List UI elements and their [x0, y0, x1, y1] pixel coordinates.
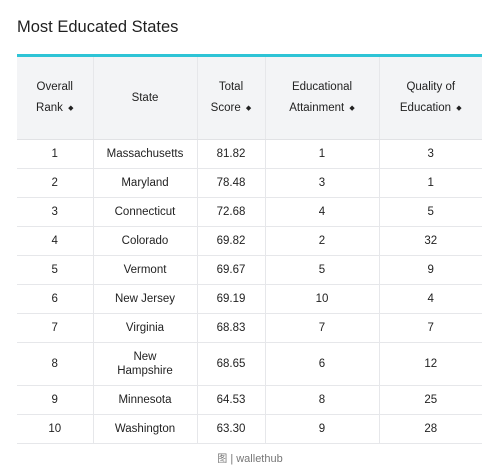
quality-cell: 7	[378, 313, 482, 343]
quality-cell: 5	[378, 197, 482, 227]
rank-cell: 2	[17, 168, 93, 198]
attainment-cell: 9	[264, 414, 379, 444]
column-header-overall-rank[interactable]: Overall Rank ◆	[17, 57, 93, 140]
rank-cell: 1	[17, 139, 93, 169]
state-cell: Maryland	[92, 168, 197, 198]
attainment-cell: 5	[264, 255, 379, 285]
rank-cell: 3	[17, 197, 93, 227]
table-row: 6 New Jersey 69.19 10 4	[17, 284, 482, 314]
quality-cell: 9	[378, 255, 482, 285]
page-title: Most Educated States	[17, 18, 179, 36]
table-row: 2 Maryland 78.48 3 1	[17, 168, 482, 198]
rankings-table-container: Overall Rank ◆ State Total Score ◆ Educa…	[17, 54, 482, 444]
total-score-cell: 78.48	[196, 168, 265, 198]
attainment-cell: 10	[264, 284, 379, 314]
sort-icon[interactable]: ◆	[349, 105, 355, 112]
rank-cell: 7	[17, 313, 93, 343]
total-score-cell: 69.67	[196, 255, 265, 285]
sort-icon[interactable]: ◆	[456, 105, 462, 112]
column-header-educational-attainment[interactable]: Educational Attainment ◆	[264, 57, 379, 140]
total-score-cell: 64.53	[196, 385, 265, 415]
header-line-2: Attainment	[289, 102, 345, 114]
total-score-cell: 69.19	[196, 284, 265, 314]
state-cell: Massachusetts	[92, 139, 197, 169]
rank-cell: 10	[17, 414, 93, 444]
header-line-1: Overall	[36, 81, 73, 93]
rank-cell: 6	[17, 284, 93, 314]
total-score-cell: 63.30	[196, 414, 265, 444]
credit-text: | wallethub	[230, 453, 283, 465]
table-body: 1 Massachusetts 81.82 1 3 2 Maryland 78.48 3 1 3 Co…	[17, 139, 482, 444]
quality-cell: 28	[378, 414, 482, 444]
attainment-cell: 7	[264, 313, 379, 343]
table-row: 7 Virginia 68.83 7 7	[17, 313, 482, 343]
header-line-1: Educational	[291, 81, 353, 93]
table-row: 3 Connecticut 72.68 4 5	[17, 197, 482, 227]
sort-icon[interactable]: ◆	[68, 105, 74, 112]
state-cell: Vermont	[92, 255, 197, 285]
total-score-cell: 68.83	[196, 313, 265, 343]
image-credit: 图 | wallethub	[0, 450, 500, 465]
state-cell: Virginia	[92, 313, 197, 343]
header-line-2: Rank	[36, 102, 63, 114]
total-score-cell: 72.68	[196, 197, 265, 227]
state-cell: Minnesota	[92, 385, 197, 415]
attainment-cell: 6	[264, 342, 379, 386]
attainment-cell: 4	[264, 197, 379, 227]
quality-cell: 12	[378, 342, 482, 386]
column-header-total-score[interactable]: Total Score ◆	[196, 57, 265, 140]
header-line-1: Quality of	[406, 81, 456, 93]
attainment-cell: 3	[264, 168, 379, 198]
sort-icon[interactable]: ◆	[245, 105, 252, 112]
header-line-1: Total	[218, 81, 244, 93]
attainment-cell: 8	[264, 385, 379, 415]
table-row: 4 Colorado 69.82 2 32	[17, 226, 482, 256]
column-header-quality-of-education[interactable]: Quality of Education ◆	[378, 57, 482, 140]
rank-cell: 8	[17, 342, 93, 386]
table-row: 5 Vermont 69.67 5 9	[17, 255, 482, 285]
total-score-cell: 81.82	[196, 139, 265, 169]
state-cell: New Jersey	[92, 284, 197, 314]
quality-cell: 4	[378, 284, 482, 314]
image-icon: 图	[217, 454, 228, 465]
state-cell: Colorado	[92, 226, 197, 256]
state-cell: Washington	[92, 414, 197, 444]
attainment-cell: 1	[264, 139, 379, 169]
table-row: 1 Massachusetts 81.82 1 3	[17, 139, 482, 169]
header-line-2: Score	[210, 102, 241, 114]
table-row: 10 Washington 63.30 9 28	[17, 414, 482, 444]
state-cell: New Hampshire	[92, 342, 197, 386]
table-header-row: Overall Rank ◆ State Total Score ◆ Educa…	[17, 57, 482, 140]
total-score-cell: 68.65	[196, 342, 265, 386]
attainment-cell: 2	[264, 226, 379, 256]
rankings-table: Overall Rank ◆ State Total Score ◆ Educa…	[17, 57, 482, 444]
quality-cell: 25	[378, 385, 482, 415]
table-row: 8 New Hampshire 68.65 6 12	[17, 342, 482, 386]
rank-cell: 5	[17, 255, 93, 285]
rank-cell: 4	[17, 226, 93, 256]
column-header-state: State	[92, 57, 197, 140]
quality-cell: 1	[378, 168, 482, 198]
table-row: 9 Minnesota 64.53 8 25	[17, 385, 482, 415]
quality-cell: 32	[378, 226, 482, 256]
state-cell: Connecticut	[92, 197, 197, 227]
header-line-1: State	[131, 91, 159, 104]
rank-cell: 9	[17, 385, 93, 415]
header-line-2: Education	[399, 102, 452, 114]
quality-cell: 3	[378, 139, 482, 169]
total-score-cell: 69.82	[196, 226, 265, 256]
